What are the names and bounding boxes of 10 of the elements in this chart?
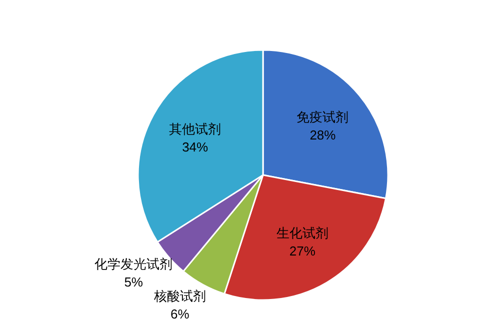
data-label: 34%: [182, 140, 209, 155]
slice-label: 免疫试剂: [296, 110, 349, 125]
data-label: 27%: [289, 244, 316, 259]
data-label: 6%: [170, 306, 190, 322]
slice-label: 核酸试剂: [152, 288, 206, 304]
data-label: 5%: [124, 274, 144, 290]
slice-label: 生化试剂: [276, 226, 328, 241]
data-label: 28%: [310, 128, 336, 143]
slice-label: 其他试剂: [169, 122, 222, 137]
slice-label: 化学发光试剂: [94, 256, 173, 272]
